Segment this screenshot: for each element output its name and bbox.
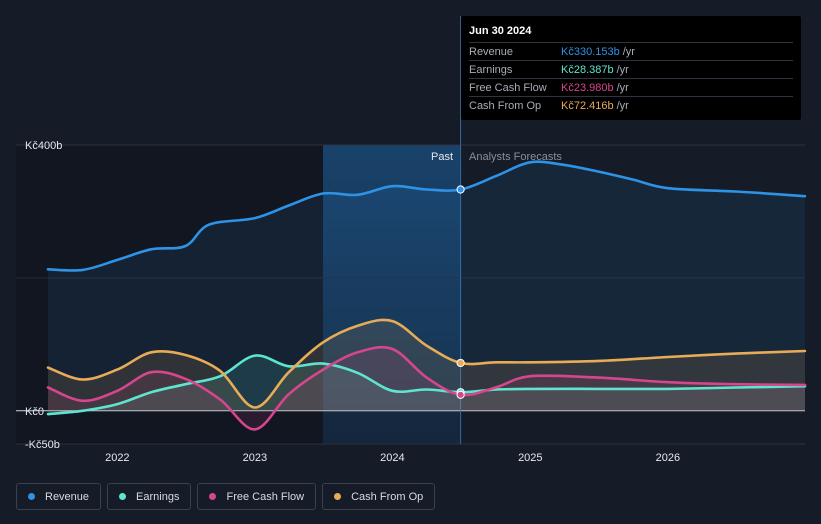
tooltip-row-revenue: Revenue Kč330.153b /yr [469, 42, 793, 60]
legend-label: Free Cash Flow [226, 490, 305, 503]
marker-revenue [456, 185, 465, 194]
y-tick-label: Kč0 [25, 406, 44, 418]
grid-lines [16, 16, 805, 445]
y-tick-label: -Kč50b [25, 439, 60, 451]
legend-item-free-cash-flow[interactable]: Free Cash Flow [197, 483, 317, 510]
legend-item-cash-from-op[interactable]: Cash From Op [322, 483, 436, 510]
line-cash-from-op [46, 318, 807, 409]
tooltip-value: Kč72.416b [561, 99, 614, 112]
legend-label: Cash From Op [351, 490, 424, 503]
tooltip-date: Jun 30 2024 [469, 25, 532, 37]
legend-dot-icon [209, 493, 217, 500]
x-tick-label: 2026 [656, 452, 680, 464]
tooltip-row-cash-from-op: Cash From Op Kč72.416b /yr [469, 96, 793, 114]
line-earnings [46, 354, 807, 416]
legend: Revenue Earnings Free Cash Flow Cash Fro… [16, 483, 436, 510]
x-tick-label: 2023 [243, 452, 267, 464]
legend-dot-icon [28, 493, 35, 500]
tooltip-value: Kč23.980b [561, 81, 614, 94]
x-tick-label: 2024 [380, 452, 404, 464]
area-earnings [48, 355, 805, 415]
tooltip-label: Cash From Op [469, 99, 542, 112]
x-tick-label: 2025 [518, 452, 542, 464]
tooltip-label: Revenue [469, 45, 514, 58]
now-markers [456, 185, 465, 399]
tooltip-label: Earnings [469, 63, 513, 76]
forecast-label: Analysts Forecasts [469, 151, 562, 163]
tooltip-unit: /yr [616, 63, 629, 76]
past-label: Past [431, 151, 453, 163]
line-free-cash-flow [46, 345, 807, 431]
tooltip-panel: Jun 30 2024 Revenue Kč330.153b /yr Earni… [461, 16, 801, 120]
tooltip-row-earnings: Earnings Kč28.387b /yr [469, 60, 793, 78]
legend-label: Earnings [136, 490, 180, 503]
line-revenue [46, 160, 807, 272]
tooltip-unit: /yr [616, 99, 629, 112]
x-tick-label: 2022 [105, 452, 129, 464]
tooltip-unit: /yr [616, 81, 629, 94]
tooltip-value: Kč330.153b [561, 45, 620, 58]
y-tick-label: Kč400b [25, 140, 62, 152]
area-revenue [48, 161, 805, 411]
marker-free-cash-flow [456, 390, 465, 399]
legend-dot-icon [119, 493, 127, 500]
legend-item-revenue[interactable]: Revenue [16, 483, 102, 510]
marker-cash-from-op [456, 358, 465, 368]
legend-label: Revenue [45, 490, 90, 503]
tooltip-row-free-cash-flow: Free Cash Flow Kč23.980b /yr [469, 78, 793, 96]
legend-item-earnings[interactable]: Earnings [107, 483, 192, 510]
axis-labels: Kč400b Kč0 -Kč50b 2022 2023 2024 2025 2026 [25, 140, 680, 464]
tooltip-label: Free Cash Flow [469, 81, 547, 94]
series-lines [46, 160, 807, 431]
tooltip-unit: /yr [622, 45, 635, 58]
legend-dot-icon [334, 493, 342, 500]
tooltip-value: Kč28.387b [561, 63, 614, 76]
